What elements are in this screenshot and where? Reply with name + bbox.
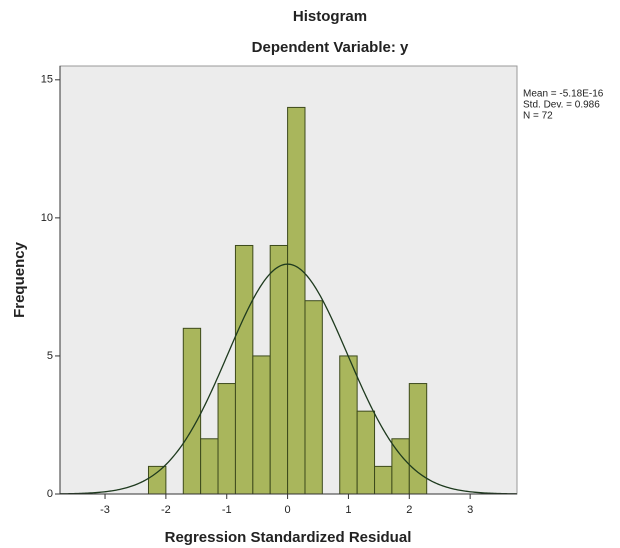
x-tick-label: 1 [345, 504, 351, 516]
bar [183, 328, 200, 494]
x-tick-label: -2 [161, 504, 171, 516]
x-tick-label: -3 [100, 504, 110, 516]
x-tick-label: 0 [285, 504, 291, 516]
bar [253, 356, 270, 494]
bar [218, 384, 235, 494]
x-tick-label: 3 [467, 504, 473, 516]
bar [288, 107, 305, 494]
bar [201, 439, 218, 494]
bar [305, 301, 322, 494]
y-tick-label: 15 [41, 74, 53, 86]
chart-title: Histogram [293, 8, 367, 25]
bar [375, 466, 392, 494]
bar [357, 411, 374, 494]
stat-label: Std. Dev. = 0.986 [523, 100, 600, 111]
x-tick-label: 2 [406, 504, 412, 516]
bar [235, 245, 252, 494]
x-tick-label: -1 [222, 504, 232, 516]
y-tick-label: 10 [41, 212, 53, 224]
stat-label: N = 72 [523, 111, 553, 122]
y-tick-label: 0 [47, 488, 53, 500]
x-axis-title: Regression Standardized Residual [165, 529, 412, 546]
bar [148, 466, 165, 494]
stat-label: Mean = -5.18E-16 [523, 89, 604, 100]
bar [270, 245, 287, 494]
chart-subtitle: Dependent Variable: y [252, 39, 409, 56]
y-tick-label: 5 [47, 350, 53, 362]
y-axis-title: Frequency [11, 241, 28, 318]
bar [340, 356, 357, 494]
chart: Histogram Dependent Variable: y Regressi… [0, 0, 620, 548]
